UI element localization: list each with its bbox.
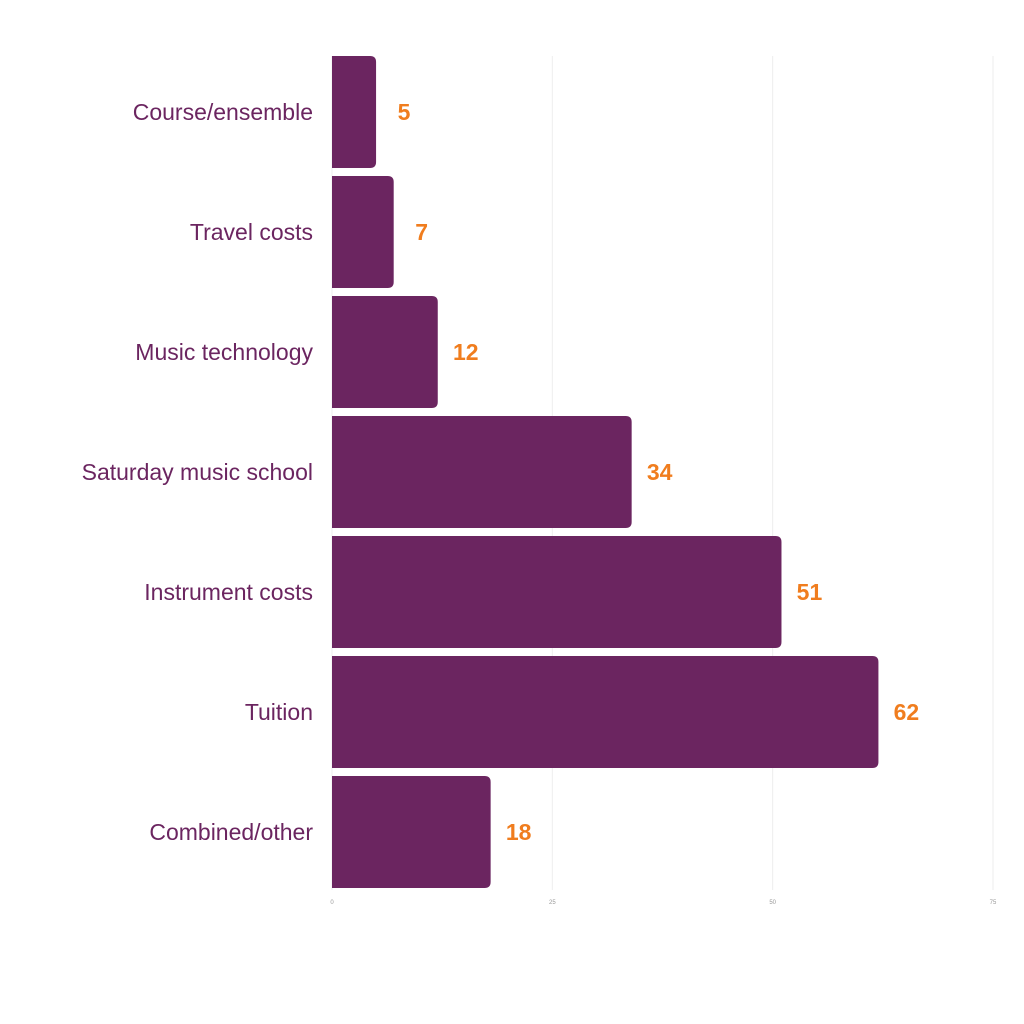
category-label: Music technology (135, 339, 313, 365)
category-label: Combined/other (149, 819, 313, 845)
category-label: Instrument costs (144, 579, 313, 605)
category-label: Saturday music school (82, 459, 313, 485)
value-label: 18 (506, 819, 532, 845)
x-tick-label: 50 (769, 900, 776, 906)
x-tick-label: 75 (990, 900, 997, 906)
value-label: 51 (797, 579, 823, 605)
bar (332, 656, 879, 768)
value-label: 7 (415, 219, 428, 245)
bar (332, 536, 782, 648)
bar (332, 56, 377, 168)
x-tick-label: 0 (330, 900, 334, 906)
bar (332, 296, 438, 408)
bar (332, 416, 632, 528)
bar (332, 176, 394, 288)
bar (332, 776, 491, 888)
value-label: 5 (398, 99, 411, 125)
value-label: 62 (894, 699, 920, 725)
value-label: 34 (647, 459, 673, 485)
x-tick-label: 25 (549, 900, 556, 906)
category-label: Travel costs (190, 219, 313, 245)
value-label: 12 (453, 339, 479, 365)
category-label: Tuition (245, 699, 313, 725)
category-label: Course/ensemble (133, 99, 313, 125)
